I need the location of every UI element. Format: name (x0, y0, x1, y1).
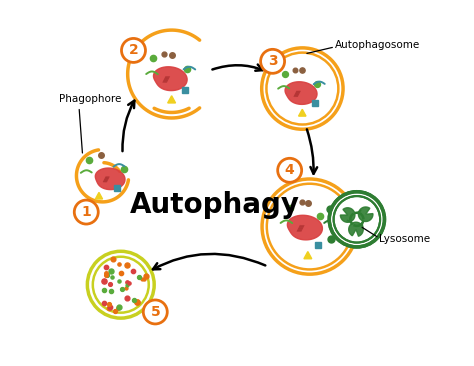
Polygon shape (358, 207, 373, 221)
Circle shape (121, 38, 146, 63)
Text: 1: 1 (82, 205, 91, 219)
Polygon shape (154, 67, 187, 90)
Text: Lysosome: Lysosome (379, 234, 430, 244)
Circle shape (143, 300, 167, 324)
Polygon shape (349, 222, 363, 236)
Text: Autophagosome: Autophagosome (335, 40, 420, 50)
Text: 3: 3 (268, 54, 277, 68)
Polygon shape (95, 168, 125, 190)
Text: Phagophore: Phagophore (59, 94, 121, 104)
Polygon shape (304, 251, 312, 259)
Polygon shape (299, 109, 306, 116)
Polygon shape (340, 208, 355, 222)
Circle shape (278, 158, 301, 182)
Circle shape (329, 192, 384, 247)
Circle shape (261, 49, 284, 73)
Text: 5: 5 (150, 305, 160, 319)
Text: 2: 2 (128, 44, 138, 57)
Text: 4: 4 (285, 163, 294, 177)
Text: Autophagy: Autophagy (130, 191, 300, 219)
Polygon shape (285, 82, 317, 104)
Polygon shape (95, 193, 102, 199)
Polygon shape (287, 215, 322, 240)
Circle shape (74, 200, 98, 224)
Polygon shape (168, 96, 175, 103)
